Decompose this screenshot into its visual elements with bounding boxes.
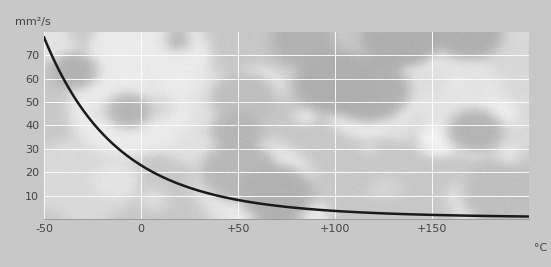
Text: mm²/s: mm²/s	[15, 17, 51, 27]
Text: °C: °C	[534, 243, 547, 253]
